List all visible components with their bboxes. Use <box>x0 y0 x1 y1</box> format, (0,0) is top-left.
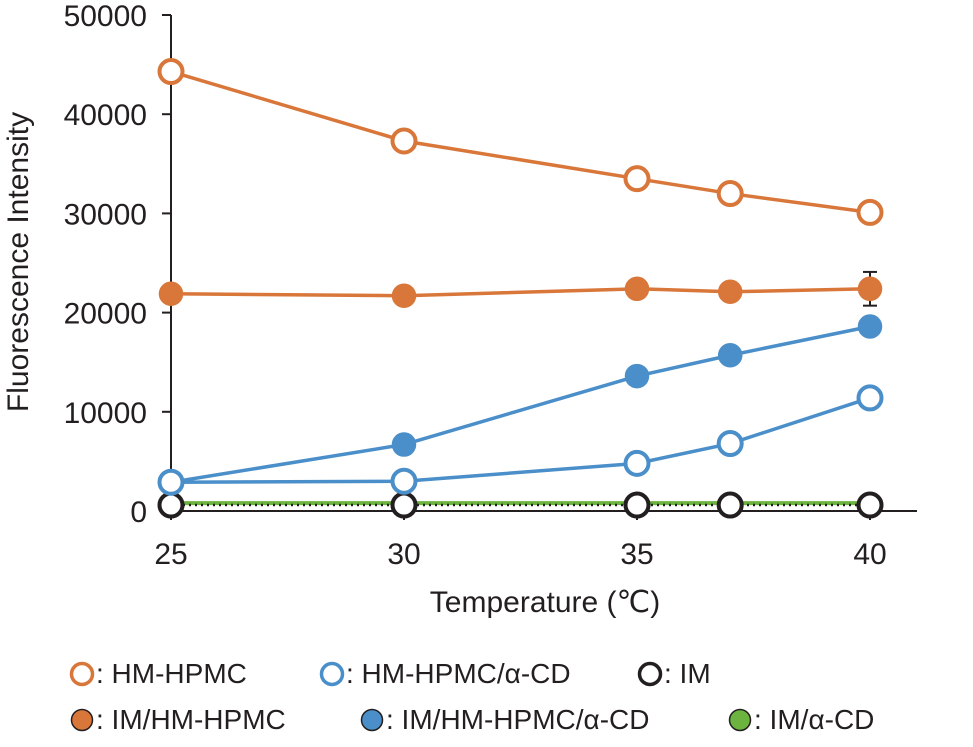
series-0-point <box>390 127 418 155</box>
y-tick-label: 30000 <box>64 198 147 231</box>
legend-marker-circle <box>637 661 663 687</box>
x-tick-label: 25 <box>154 538 187 571</box>
series-2-point <box>856 491 884 519</box>
x-tick-label: 40 <box>853 538 886 571</box>
y-axis-title: Fluorescence Intensity <box>2 112 35 412</box>
legend-marker-hm-hpmc-alpha-cd <box>319 661 345 687</box>
series-0 <box>157 58 884 226</box>
series-4-point <box>717 343 743 368</box>
series-1-point <box>623 449 651 477</box>
series-4-point <box>624 363 650 389</box>
series-3-point <box>391 283 417 308</box>
legend-label-im-hm-hpmc-alpha-cd: : IM/HM-HPMC/α-CD <box>386 704 650 735</box>
legend-label-im-alpha-cd: : IM/α-CD <box>754 704 875 735</box>
legend-marker-circle <box>319 661 345 687</box>
series-3-line <box>170 287 871 298</box>
legend-marker-circle <box>728 708 752 732</box>
legend-label-hm-hpmc: : HM-HPMC <box>96 658 247 689</box>
series-4-point <box>391 432 417 457</box>
series-3-point <box>624 276 650 302</box>
x-tick-label: 30 <box>387 538 420 571</box>
series-0-point <box>856 198 884 226</box>
series-0-point <box>623 165 651 193</box>
y-tick-label: 0 <box>130 496 147 529</box>
chart-legend: : HM-HPMC : HM-HPMC/α-CD : IM : IM/HM-HP… <box>0 640 973 747</box>
series-2-point <box>390 491 418 519</box>
line-chart: 0 10000 20000 30000 40000 50000 25 30 35 40 Tempe… <box>2 0 917 619</box>
legend-item-hm-hpmc: : HM-HPMC <box>68 652 247 696</box>
legend-marker-circle <box>70 708 94 732</box>
series-3-point <box>158 281 184 307</box>
legend-item-im-alpha-cd: : IM/α-CD <box>726 698 874 742</box>
series-2-point <box>623 491 651 519</box>
x-axis-title: Temperature (℃) <box>430 586 660 619</box>
series-4 <box>158 314 883 495</box>
y-tick-label: 50000 <box>64 0 147 33</box>
series-4-point <box>857 314 883 339</box>
legend-marker-im <box>637 661 663 687</box>
chart-axes: 0 10000 20000 30000 40000 50000 25 30 35 40 <box>64 0 917 571</box>
legend-marker-im-hm-hpmc-alpha-cd <box>360 708 384 732</box>
series-1 <box>157 384 884 496</box>
series-4-line <box>170 324 871 484</box>
series-2-point <box>716 491 744 519</box>
series-0-point <box>157 58 185 86</box>
series-3 <box>158 270 883 308</box>
series-1-point <box>157 468 185 496</box>
legend-item-im-hm-hpmc: : IM/HM-HPMC <box>68 698 286 742</box>
series-1-point <box>390 467 418 495</box>
legend-label-im-hm-hpmc: : IM/HM-HPMC <box>96 704 286 735</box>
legend-item-hm-hpmc-alpha-cd: : HM-HPMC/α-CD <box>318 652 571 696</box>
series-2-point <box>157 491 185 519</box>
legend-marker-im-alpha-cd <box>728 708 752 732</box>
legend-marker-hm-hpmc <box>69 661 95 687</box>
legend-label-im: : IM <box>664 658 711 689</box>
series-3-point <box>717 279 743 305</box>
series-1-point <box>716 430 744 458</box>
y-tick-label: 40000 <box>64 99 147 132</box>
series-2 <box>157 491 884 519</box>
chart-plot-area <box>157 58 884 519</box>
legend-marker-circle <box>360 708 384 732</box>
series-0-line <box>170 69 871 215</box>
y-tick-label: 10000 <box>64 397 147 430</box>
legend-item-im-hm-hpmc-alpha-cd: : IM/HM-HPMC/α-CD <box>358 698 649 742</box>
series-1-point <box>856 384 884 412</box>
legend-marker-im-hm-hpmc <box>70 708 94 732</box>
series-3-point <box>857 276 883 302</box>
series-0-point <box>716 180 744 208</box>
legend-marker-circle <box>69 661 95 687</box>
y-tick-label: 20000 <box>64 298 147 331</box>
x-tick-label: 35 <box>620 538 653 571</box>
legend-label-hm-hpmc-alpha-cd: : HM-HPMC/α-CD <box>346 658 571 689</box>
legend-item-im: : IM <box>636 652 711 696</box>
